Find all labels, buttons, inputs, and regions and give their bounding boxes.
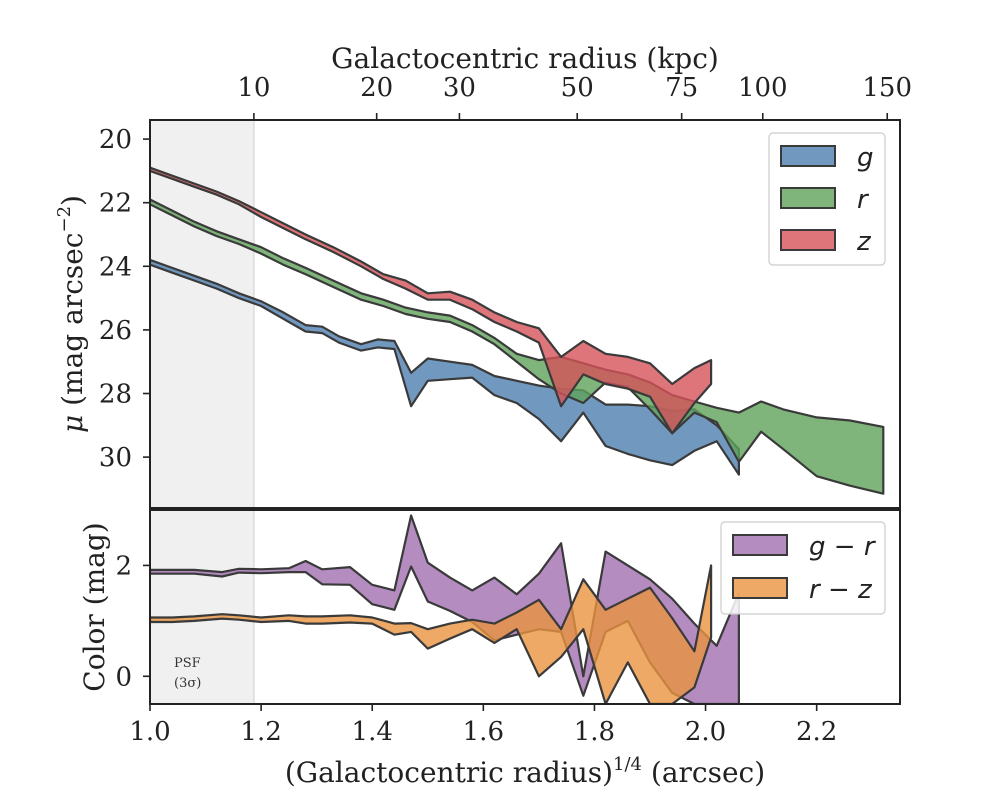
y-tick-label: 20 (99, 125, 132, 155)
top-x-axis-label: Galactocentric radius (kpc) (331, 42, 719, 75)
top-x-tick-label: 75 (665, 73, 698, 103)
psf-shaded-region-group (150, 120, 255, 704)
axes-group: 20 22 24 26 28 30 10 20 30 50 75 100 150 0 2 1.0 1.2 1.4 1… (99, 73, 912, 747)
legend-g-swatch (780, 145, 836, 167)
y-tick-label: 24 (99, 252, 132, 282)
top-x-tick-label: 10 (237, 73, 270, 103)
color-y-tick-label: 2 (115, 551, 132, 581)
legend-r-swatch (780, 187, 836, 209)
top-panel-frame (149, 119, 901, 509)
series-group (150, 166, 885, 704)
series-z-band (150, 166, 713, 435)
y-tick-label: 22 (99, 189, 132, 219)
series-r-band (150, 198, 885, 495)
legend-r-minus-z-label: r − z (809, 575, 873, 605)
legend-g-label: g (857, 143, 874, 173)
legend-group: grz g − r r − z (720, 132, 886, 615)
x-tick-label: 1.2 (240, 717, 281, 747)
series-r-minus-z-band (150, 564, 713, 704)
x-tick-label: 1.4 (352, 717, 393, 747)
x-tick-label: 1.6 (463, 717, 504, 747)
top-x-tick-label: 150 (862, 73, 912, 103)
psf-label: PSF (174, 656, 201, 671)
series-g-band (150, 258, 741, 476)
y-axis-label: μ (mag arcsec−2) (54, 195, 89, 433)
legend-g-minus-r-swatch (732, 534, 788, 556)
y-tick-label: 28 (99, 380, 132, 410)
top-x-tick-label: 30 (443, 73, 476, 103)
x-tick-label: 2.0 (685, 717, 726, 747)
legend-z-label: z (856, 227, 872, 257)
x-axis-label: (Galactocentric radius)1/4 (arcsec) (285, 754, 765, 789)
top-x-tick-label: 100 (738, 73, 788, 103)
legend-g-minus-r-label: g − r (809, 532, 877, 562)
top-x-tick-label: 20 (360, 73, 393, 103)
axis-labels-group: (Galactocentric radius)1/4 (arcsec) Galac… (54, 42, 765, 789)
psf-shaded-region (150, 120, 254, 704)
bottom-panel-frame (149, 509, 901, 705)
x-tick-label: 1.8 (574, 717, 615, 747)
y-tick-label: 26 (99, 316, 132, 346)
color-y-axis-label: Color (mag) (78, 522, 111, 691)
legend-z-swatch (780, 229, 836, 251)
top-x-tick-label: 50 (561, 73, 594, 103)
legend-r-label: r (857, 185, 870, 215)
color-y-tick-label: 0 (115, 662, 132, 692)
x-tick-label: 1.0 (129, 717, 170, 747)
psf-sigma-label: (3σ) (174, 676, 201, 691)
y-tick-label: 30 (99, 443, 132, 473)
x-tick-label: 2.2 (796, 717, 837, 747)
legend-r-minus-z-swatch (732, 577, 788, 599)
